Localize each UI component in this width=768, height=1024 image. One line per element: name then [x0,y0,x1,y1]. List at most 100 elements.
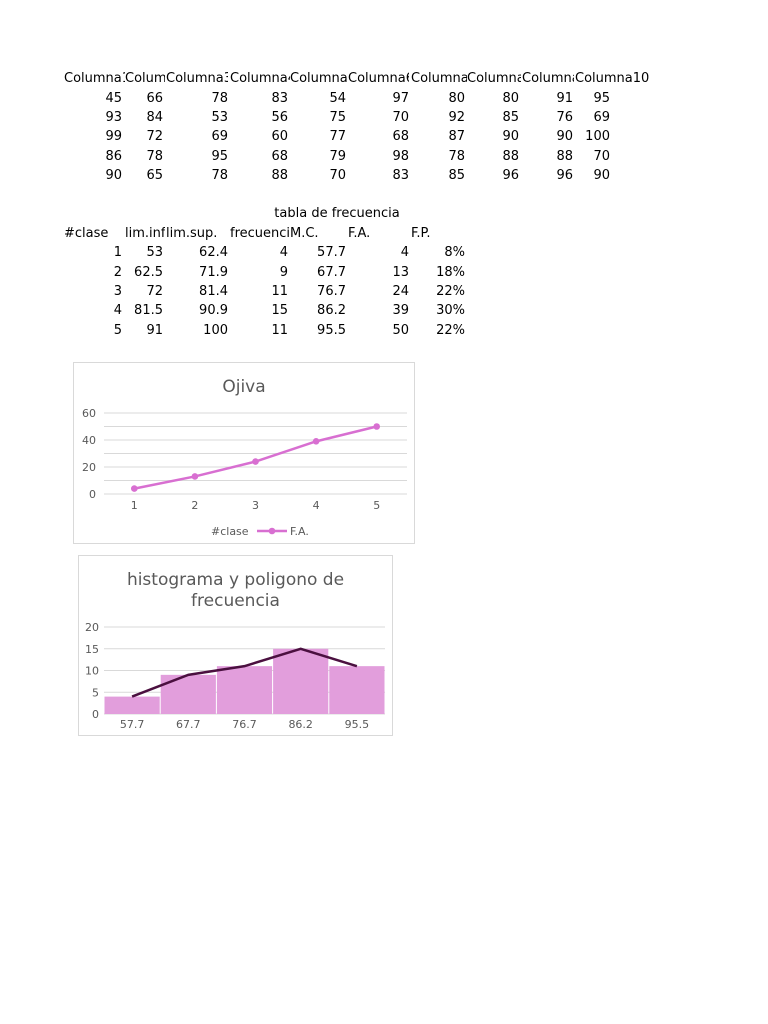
table-cell: 90 [502,129,519,144]
table-cell: 76.7 [317,284,346,299]
table-cell: 72 [146,284,163,299]
histogram-bar [104,696,160,714]
table-cell: 88 [556,149,573,164]
table-cell: 4 [400,245,409,260]
column-header: M.C. [290,226,319,241]
table-cell: 4 [113,303,122,318]
table-cell: 39 [392,303,409,318]
table-cell: 9 [279,265,288,280]
table-cell: 76 [556,110,573,125]
table-cell: 4 [279,245,288,260]
x-tick-label: 3 [252,499,259,512]
table-cell: 57.7 [317,245,346,260]
table-cell: 95 [211,149,228,164]
table-cell: 18% [436,265,465,280]
table-cell: 1 [113,245,122,260]
table-cell: 24 [392,284,409,299]
data-point [131,485,138,492]
table-cell: 45 [105,91,122,106]
chart-title: histograma y poligono de frecuencia [126,570,345,611]
y-tick-label: 60 [82,407,96,420]
column-header: Columna4 [230,71,290,86]
column-header: Columna10 [575,71,650,86]
table-cell: 80 [502,91,519,106]
table-cell: 78 [146,149,163,164]
y-tick-label: 5 [92,686,99,699]
column-header: lim.sup. [166,226,218,241]
y-tick-label: 10 [85,665,99,678]
column-header: Columna8 [467,71,521,86]
table-cell: 68 [392,129,409,144]
table-cell: 69 [211,129,228,144]
column-header: Columna7 [411,71,467,86]
table-cell: 22% [436,323,465,338]
x-tick-label: 95.5 [345,718,370,731]
x-tick-label: 2 [191,499,198,512]
histogram-bar [329,666,385,714]
table-cell: 95 [593,91,610,106]
ogive-chart: Ojiva 0 20 40 60 1 2 3 4 5 #clase F.A. [73,362,415,544]
histogram-bar [273,648,329,714]
column-header: Columna3 [166,71,228,86]
table-cell: 71.9 [199,265,228,280]
legend-marker [268,527,276,535]
y-tick-label: 0 [89,488,96,501]
x-tick-label: 5 [373,499,380,512]
table-cell: 83 [392,168,409,183]
table-cell: 30% [436,303,465,318]
table-cell: 98 [392,149,409,164]
frequency-polygon-line [131,647,358,698]
y-tick-label: 40 [82,434,96,447]
table-cell: 92 [448,110,465,125]
column-header: Columna5 [290,71,348,86]
table-cell: 77 [329,129,346,144]
table-cell: 86 [105,149,122,164]
frequency-table-title: tabla de frecuencia [274,206,400,221]
column-header: frecuencia [230,226,289,241]
legend-label: F.A. [290,525,309,538]
table-cell: 60 [271,129,288,144]
table-cell: 54 [329,91,346,106]
table-cell: 50 [392,323,409,338]
table-cell: 69 [593,110,610,125]
table-cell: 86.2 [317,303,346,318]
table-cell: 67.7 [317,265,346,280]
table-cell: 95.5 [317,323,346,338]
ogive-line [134,425,377,490]
table-cell: 88 [502,149,519,164]
table-cell: 72 [146,129,163,144]
column-header: lim.inf. [125,226,165,241]
table-cell: 100 [585,129,610,144]
x-tick-label: 67.7 [176,718,201,731]
table-cell: 91 [146,323,163,338]
table-cell: 83 [271,91,288,106]
table-cell: 90 [105,168,122,183]
histogram-plot: 0 5 10 15 20 57.7 67.7 76.7 86.2 95.5 [85,621,385,731]
table-cell: 99 [105,129,122,144]
table-cell: 78 [211,168,228,183]
x-tick-label: 4 [313,499,320,512]
ogive-plot: 0 20 40 60 1 2 3 4 5 #clase F.A. [82,407,407,538]
table-cell: 66 [146,91,163,106]
column-header: F.A. [348,226,371,241]
table-cell: 53 [146,245,163,260]
y-tick-label: 0 [92,708,99,721]
data-point [252,458,259,465]
table-cell: 93 [105,110,122,125]
table-cell: 87 [448,129,465,144]
table-cell: 100 [203,323,228,338]
table-cell: 85 [448,168,465,183]
table-cell: 80 [448,91,465,106]
table-cell: 70 [329,168,346,183]
table-cell: 3 [113,284,122,299]
column-header: Columna2 [125,71,165,86]
data-point [312,438,320,445]
table-cell: 11 [271,284,288,299]
column-header: Columna9 [522,71,574,86]
table-cell: 90.9 [199,303,228,318]
x-tick-label: 76.7 [232,718,257,731]
table-cell: 53 [211,110,228,125]
legend-label: #clase [211,525,249,538]
table-cell: 96 [556,168,573,183]
histogram-chart: histograma y poligono de frecuencia 0 5 10… [78,555,393,736]
